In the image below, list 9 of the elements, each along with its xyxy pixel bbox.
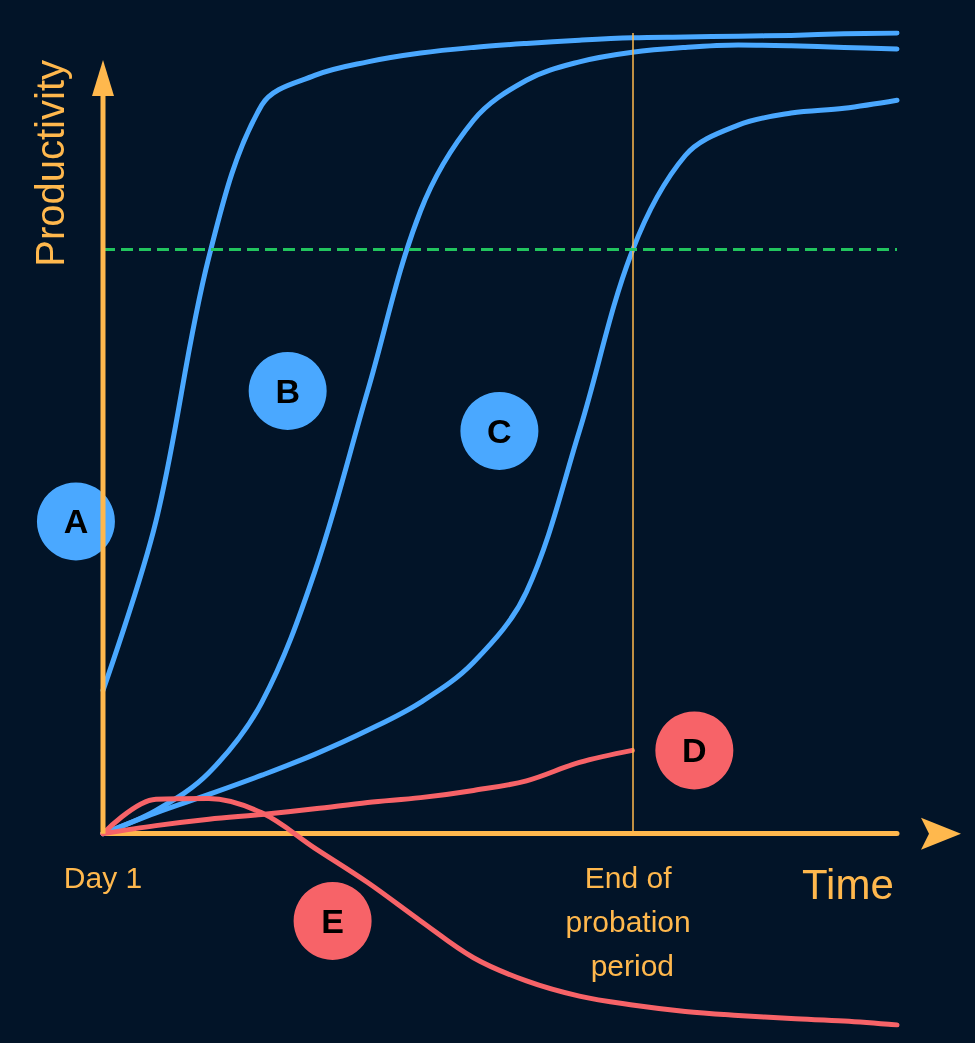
x-axis-title: Time bbox=[802, 861, 894, 909]
series-label: E bbox=[321, 901, 344, 940]
series-label: A bbox=[63, 502, 89, 541]
y-axis-title: Productivity bbox=[28, 59, 72, 267]
x-tick-label: End of probation period bbox=[565, 861, 700, 983]
series-label: B bbox=[275, 371, 300, 410]
x-tick-label: Day 1 bbox=[63, 861, 143, 895]
series-label: D bbox=[682, 731, 707, 770]
series-label: C bbox=[487, 411, 512, 450]
